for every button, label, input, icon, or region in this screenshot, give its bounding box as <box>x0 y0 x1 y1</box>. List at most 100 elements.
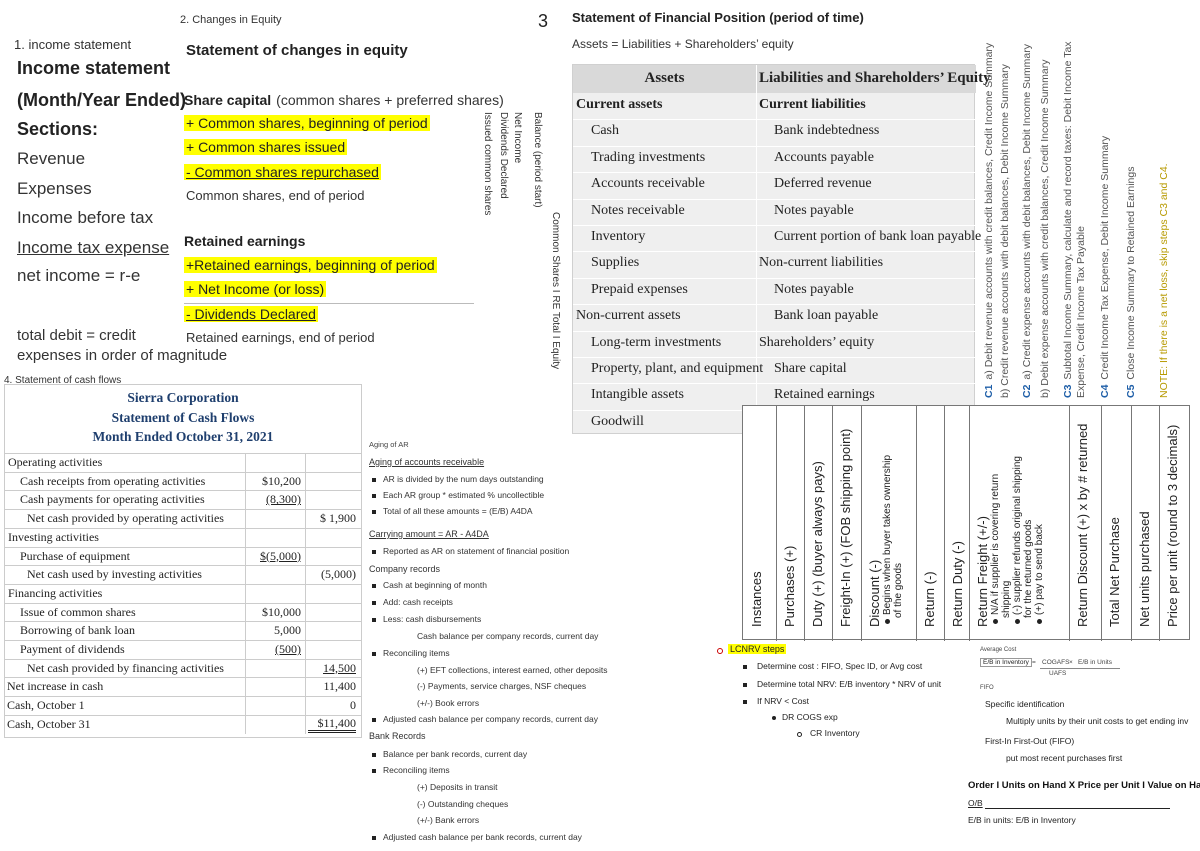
bullet <box>372 618 376 622</box>
step-label: C5 <box>1125 384 1137 398</box>
section-heading: Current liabilities <box>759 97 866 112</box>
cash-flow-amount: (500) <box>275 642 301 656</box>
line-item: Intangible assets <box>591 387 684 403</box>
cash-flow-item: Payment of dividends <box>20 642 125 656</box>
lcnrv-substep: DR COGS exp <box>782 712 838 722</box>
step-text: a) Credit expense accounts with debit ba… <box>1021 43 1033 380</box>
section-heading: 2. Changes in Equity <box>180 14 282 26</box>
row-line <box>573 383 976 385</box>
step-label: C3 <box>1062 384 1074 398</box>
line-item: Trading investments <box>591 149 706 165</box>
column-border <box>916 406 917 641</box>
method-name: First-In First-Out (FIFO) <box>985 736 1075 746</box>
row-line <box>5 696 361 698</box>
column-title: Freight-In (+) (FOB shipping point) <box>838 428 853 627</box>
note-bullet: Cash at beginning of month <box>383 580 487 590</box>
step-label: C4 <box>1099 384 1111 398</box>
column-header: Return Freight (+/-) N/A if supplier is c… <box>975 412 1045 627</box>
retained-item: +Retained earnings, beginning of period <box>184 257 437 273</box>
formula-lhs: E/B in Inventory <box>980 658 1032 667</box>
note-bullet: Adjusted cash balance per company record… <box>383 714 598 724</box>
note-bullet: Each AR group * estimated % uncollectibl… <box>383 490 545 500</box>
row-line <box>573 225 976 226</box>
income-item: Revenue <box>17 149 86 168</box>
fraction-line <box>1040 668 1120 669</box>
position-table: Assets Liabilities and Shareholders’ Equi… <box>572 64 991 435</box>
column-header: Freight-In (+) (FOB shipping point) <box>838 412 853 627</box>
lcnrv-title: LCNRV steps <box>728 644 787 654</box>
cash-flow-heading: Investing activities <box>8 529 99 544</box>
share-capital-item: + Common shares, beginning of period <box>184 115 430 131</box>
lcnrv-step: If NRV < Cost <box>757 696 810 706</box>
note-bullet: Reconciling items <box>383 765 450 775</box>
table-header: Liabilities and Shareholders’ Equity <box>759 70 991 86</box>
retained-label: Retained earnings <box>184 233 306 249</box>
column-note: (-) supplier refunds original shipping <box>1012 412 1023 627</box>
line-item: Accounts payable <box>774 149 874 165</box>
section-heading: 4. Statement of cash flows <box>4 375 122 386</box>
cash-flow-title: Statement of Cash Flows <box>111 409 255 425</box>
column-title: Price per unit (round to 3 decimals) <box>1165 424 1180 627</box>
line-item: Goodwill <box>591 413 644 429</box>
cash-flow-summary: Cash, October 1 <box>7 698 85 713</box>
column-note: of the goods <box>893 412 904 627</box>
cash-flow-heading: Financing activities <box>8 585 103 600</box>
formula-times: × <box>1069 659 1073 666</box>
line-item: Retained earnings <box>774 387 875 403</box>
section-heading: Shareholders’ equity <box>759 334 875 350</box>
column-title: Duty (+) (buyer always pays) <box>810 461 825 627</box>
row-line <box>573 172 976 174</box>
column-header: Price per unit (round to 3 decimals) <box>1165 412 1180 627</box>
cash-flow-net: Net cash provided by financing activitie… <box>27 660 224 675</box>
step-text: Credit Income Tax Expense, Debit Income … <box>1099 135 1111 380</box>
row-line <box>573 198 976 200</box>
cash-flow-statement: Sierra Corporation Statement of Cash Flow… <box>4 384 362 738</box>
cash-flow-amount: 5,000 <box>274 623 301 638</box>
row-line <box>5 509 361 511</box>
row-line <box>5 453 361 454</box>
note-bullet: Balance per bank records, current day <box>383 749 528 759</box>
note-indent: (-) Payments, service charges, NSF chequ… <box>417 681 587 691</box>
cash-flow-total: (5,000) <box>321 567 356 582</box>
cash-flow-item: Purchase of equipment <box>20 548 130 563</box>
cash-flow-item: Borrowing of bank loan <box>20 623 135 638</box>
column-header: Instances <box>749 412 764 627</box>
line-item: Supplies <box>591 255 640 271</box>
line-item: Long-term investments <box>591 334 722 350</box>
line-item: Inventory <box>591 229 646 244</box>
cash-flow-total: 0 <box>350 698 356 713</box>
column-border <box>804 406 805 641</box>
lcnrv-step: Determine total NRV: E/B inventory * NRV… <box>757 679 942 689</box>
column-note-text: Begins when buyer takes ownership <box>882 454 893 615</box>
row-line <box>5 658 361 660</box>
column-title: Total Net Purchase <box>1107 517 1122 627</box>
table-header: Assets <box>644 70 685 86</box>
note-bullet: Reported as AR on statement of financial… <box>383 546 570 556</box>
bullet <box>372 718 376 722</box>
column-note-text: N/A if supplier is covering return <box>990 473 1001 615</box>
column-header: Total Net Purchase <box>1107 412 1122 627</box>
cash-flow-total: $ 1,900 <box>320 511 356 526</box>
note-bullet: Less: cash disbursements <box>383 614 482 624</box>
cash-flow-title: Sierra Corporation <box>127 390 239 405</box>
equity-column: Dividends Declared <box>498 112 509 199</box>
rule <box>985 808 1170 809</box>
column-header: Discount (-) Begins when buyer takes owne… <box>867 412 904 627</box>
column-title: Return Duty (-) <box>950 541 965 627</box>
line-item: Notes payable <box>774 281 854 297</box>
retained-item: Retained earnings, end of period <box>186 330 375 345</box>
step-label: C2 <box>1021 384 1033 398</box>
cash-flow-total: $11,400 <box>308 716 356 733</box>
note-small: Aging of AR <box>369 440 409 449</box>
share-capital-row: Share capital (common shares + preferred … <box>184 92 504 108</box>
statement-title: Statement of Financial Position (period … <box>572 10 864 25</box>
note-bullet: Total of all these amounts = (E/B) A4DA <box>383 506 533 516</box>
column-title: Return Freight (+/-) <box>975 516 990 627</box>
column-note-text: (-) supplier refunds original shipping <box>1012 456 1023 615</box>
cash-flow-amount: $10,000 <box>262 604 301 619</box>
formula-numerator: COGAFS <box>1042 659 1070 666</box>
row-line <box>573 145 976 147</box>
column-title: Discount (-) <box>867 559 882 627</box>
row-line <box>573 251 976 253</box>
column-border <box>832 406 833 641</box>
